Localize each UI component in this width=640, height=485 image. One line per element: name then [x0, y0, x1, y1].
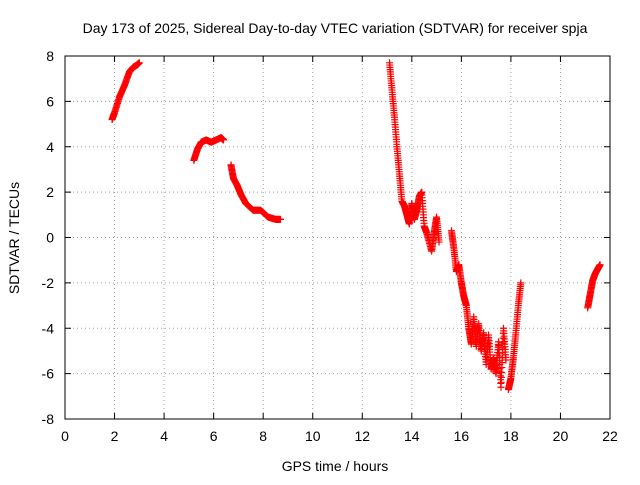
- x-tick-label: 8: [259, 428, 267, 444]
- y-tick-label: 6: [46, 93, 54, 109]
- y-tick-label: -4: [42, 320, 55, 336]
- y-tick-label: -2: [42, 275, 55, 291]
- y-tick-label: 8: [46, 48, 54, 64]
- y-tick-label: 0: [46, 230, 54, 246]
- chart-title: Day 173 of 2025, Sidereal Day-to-day VTE…: [83, 20, 588, 36]
- x-tick-label: 2: [111, 428, 119, 444]
- x-tick-label: 22: [602, 428, 618, 444]
- y-tick-label: 4: [46, 139, 54, 155]
- x-axis-label: GPS time / hours: [282, 458, 389, 474]
- x-tick-label: 12: [354, 428, 370, 444]
- axis-ticks: 0 2 4 6 8 10 12 14 16 18 20 22 -8 -6 -4 -2 0 2 4 6 8: [42, 48, 618, 444]
- x-tick-label: 6: [210, 428, 218, 444]
- data-point: [517, 279, 525, 287]
- y-tick-label: 2: [46, 184, 54, 200]
- x-tick-label: 20: [553, 428, 569, 444]
- data-point: [435, 238, 443, 246]
- grid-lines: [65, 56, 610, 419]
- x-tick-label: 16: [454, 428, 470, 444]
- x-tick-label: 4: [160, 428, 168, 444]
- data-point: [220, 136, 228, 144]
- x-tick-label: 10: [305, 428, 321, 444]
- y-tick-label: -6: [42, 366, 55, 382]
- x-tick-label: 0: [61, 428, 69, 444]
- y-tick-label: -8: [42, 411, 55, 427]
- data-point: [135, 59, 143, 67]
- data-point: [596, 261, 604, 269]
- data-point: [502, 356, 510, 364]
- x-tick-label: 14: [404, 428, 420, 444]
- data-points: [108, 59, 604, 394]
- plot-frame: [64, 55, 611, 420]
- x-tick-label: 18: [503, 428, 519, 444]
- y-axis-label: SDTVAR / TECUs: [6, 182, 22, 294]
- data-point: [277, 215, 285, 223]
